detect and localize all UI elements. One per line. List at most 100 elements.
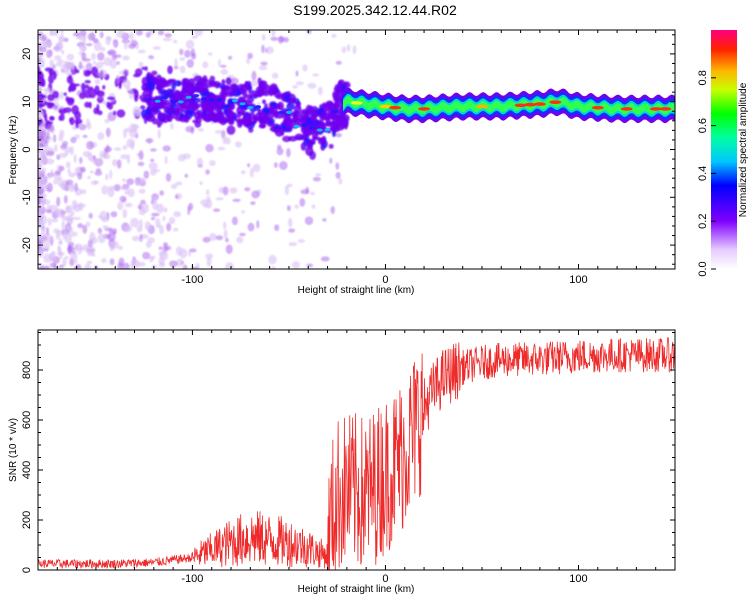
spectrogram-cell <box>286 205 291 212</box>
spectrogram-cell <box>72 32 80 37</box>
spectrogram-cell <box>240 170 246 175</box>
spectrogram-cell <box>194 30 203 37</box>
spectrogram-cell <box>312 176 321 182</box>
spectrogram-cell <box>93 107 99 115</box>
spectrogram-cell <box>311 204 316 209</box>
spectrogram-cell <box>256 102 261 106</box>
spectrogram-cell <box>157 224 164 229</box>
spectrogram-cell <box>162 242 169 247</box>
colorbar-tick-label: 0.6 <box>697 118 709 133</box>
spectrogram-cell <box>89 170 94 174</box>
ridge-hotspot <box>659 107 672 111</box>
spectrogram-cell <box>184 173 189 178</box>
spectrogram-cell <box>60 209 65 219</box>
y-tick-label: 10 <box>21 96 33 108</box>
colorbar-tick-label: 0.2 <box>697 214 709 229</box>
spectrogram-cell <box>60 105 64 110</box>
spectrogram-cell <box>306 263 314 268</box>
spectrogram-cell <box>299 198 306 207</box>
spectrogram-cell <box>94 170 103 176</box>
spectrogram-cell <box>124 202 133 208</box>
spectrogram-cell <box>71 199 78 210</box>
ridge-hotspot <box>649 107 662 111</box>
spectrogram-cell <box>118 81 122 87</box>
ridge-precursor <box>231 99 238 103</box>
spectrogram-cell <box>184 49 191 58</box>
spectrogram-cell <box>93 41 102 52</box>
spectrogram-cell <box>262 33 266 41</box>
spectrogram-cell <box>174 58 178 68</box>
spectrogram-cell <box>117 201 124 210</box>
spectrogram-cell <box>48 69 55 76</box>
spectrogram-cell <box>141 203 150 214</box>
spectrogram-cell <box>162 145 171 152</box>
spectrogram-cell <box>103 146 113 153</box>
spectrogram-cell <box>59 113 65 121</box>
spectrogram-cell <box>258 65 268 71</box>
spectrogram-cell <box>185 126 195 133</box>
spectrogram-cell <box>75 69 80 74</box>
spectrogram-cell <box>300 125 309 134</box>
spectrogram-cell <box>286 148 291 158</box>
spectrogram-cell <box>197 127 204 132</box>
ridge-precursor <box>177 100 184 104</box>
spectrogram-cell <box>160 79 167 84</box>
spectrogram-cell <box>144 97 154 102</box>
spectrogram-cell <box>297 239 305 243</box>
spectrogram-cell <box>116 109 126 118</box>
spectrogram-cell <box>150 148 157 152</box>
spectrogram-cell <box>47 124 55 132</box>
spectrogram-cell <box>302 64 308 72</box>
spectrogram-cell <box>128 128 138 138</box>
spectrogram-cell <box>156 203 164 214</box>
spectrogram-cell <box>77 223 84 229</box>
spectrogram-cell <box>46 227 49 235</box>
spectrogram-cell <box>105 35 111 46</box>
spectrogram-cell <box>182 264 188 269</box>
spectrogram-cell <box>227 98 234 106</box>
spectrogram-cell <box>131 235 141 242</box>
ridge-hotspot <box>514 103 527 108</box>
y-tick-label: 800 <box>21 361 33 379</box>
spectrogram-cell <box>220 69 229 75</box>
spectrogram-cell <box>122 55 130 61</box>
spectrogram-cell <box>246 57 251 65</box>
spectrogram-cell <box>122 208 128 219</box>
ridge-hotspot <box>476 104 488 109</box>
spectrogram-cell <box>72 216 82 221</box>
spectrogram-cell <box>173 80 182 87</box>
snr-panel: -100 0 100 0 200 400 600 800 Height of straight… <box>8 329 676 595</box>
spectrogram-cell <box>54 55 62 61</box>
spectrogram-cell <box>228 119 235 126</box>
spectrogram-cell <box>249 167 254 178</box>
spectrogram-cell <box>139 233 143 243</box>
spectrogram-cell <box>270 36 279 42</box>
spectrogram-cell <box>138 150 144 161</box>
ridge-precursor <box>201 97 207 101</box>
spectrogram-cell <box>247 52 254 60</box>
spectrogram-cell <box>340 85 348 91</box>
spectrogram-cell <box>148 55 155 60</box>
spectrogram-cell <box>251 70 257 81</box>
spectrogram-cell <box>258 124 266 129</box>
spectrogram-cell <box>97 227 103 234</box>
spectrogram-cell <box>142 90 152 98</box>
spectrogram-cell <box>124 127 131 133</box>
spectrogram-cell <box>46 209 53 214</box>
spectrogram-cell <box>38 177 45 186</box>
spectrogram-cell <box>58 152 67 158</box>
spectrogram-cell <box>101 257 107 264</box>
spectrogram-cell <box>159 226 165 235</box>
spectrogram-cell <box>150 74 155 83</box>
spectrogram-cell <box>341 46 347 54</box>
spectrogram-cell <box>173 89 181 100</box>
spectrogram-cell <box>119 195 127 203</box>
spectrogram-cell <box>196 157 204 168</box>
ridge-hotspot <box>591 105 604 110</box>
ridge-precursor <box>262 108 269 112</box>
spectrogram-cell <box>79 166 86 173</box>
spectrogram-cell <box>103 57 112 66</box>
spectrogram-cell <box>250 201 256 206</box>
spectrogram-cell <box>74 110 82 120</box>
